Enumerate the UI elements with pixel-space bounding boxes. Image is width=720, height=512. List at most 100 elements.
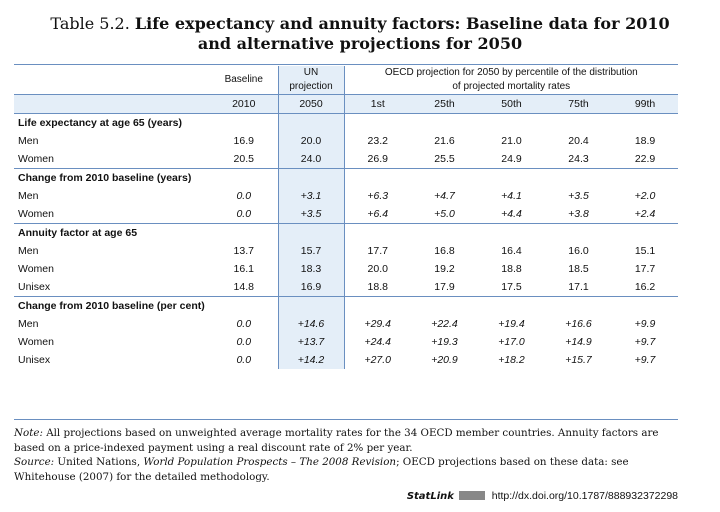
- table-cell: +19.4: [498, 318, 525, 330]
- table-cell: 20.0: [277, 132, 344, 150]
- table-cell: 0.0: [236, 208, 252, 220]
- table-cell: +3.8: [568, 208, 589, 220]
- note-text: All projections based on unweighted aver…: [14, 427, 659, 454]
- header-un-projection: UN projection: [277, 66, 344, 95]
- statlink-brand: StatLink: [406, 491, 454, 502]
- table-cell: +27.0: [343, 351, 411, 369]
- table-cell: 22.9: [634, 153, 656, 165]
- table-cell: 15.1: [634, 245, 656, 257]
- row-label: Women: [18, 208, 54, 220]
- note-label: Note:: [14, 427, 43, 439]
- table-cell: +6.3: [343, 187, 411, 205]
- table-cell: 0.0: [236, 318, 252, 330]
- header-baseline: Baseline: [224, 74, 263, 85]
- table-cell: 16.2: [634, 281, 656, 293]
- header-row-groups: Baseline UN projection OECD projection f…: [14, 66, 679, 95]
- header-year: 25th: [411, 94, 478, 114]
- table-cell: 16.8: [434, 245, 455, 257]
- table-cell: +19.3: [431, 336, 458, 348]
- table-title: Table 5.2. Life expectancy and annuity f…: [0, 14, 720, 54]
- header-oecd-line1: OECD projection for 2050 by percentile o…: [384, 67, 638, 78]
- table-row: Unisex 0.0 +14.2 +27.0 +20.9 +18.2 +15.7 +9.7: [14, 351, 678, 369]
- section-header: Change from 2010 baseline (per cent): [14, 296, 679, 315]
- table-row: Women 20.5 24.0 26.9 25.5 24.9 24.3 22.9: [14, 150, 678, 169]
- table-cell: 16.0: [568, 245, 589, 257]
- table-cell: 21.0: [501, 135, 522, 147]
- table-cell: 17.7: [343, 242, 411, 260]
- table-cell: 15.7: [277, 242, 344, 260]
- table-cell: 18.5: [568, 263, 589, 275]
- table-notes: Note: All projections based on unweighte…: [14, 426, 680, 484]
- table-title-line1: Life expectancy and annuity factors: Bas…: [134, 14, 670, 33]
- table-cell: 0.0: [236, 336, 252, 348]
- table-cell: 25.5: [434, 153, 455, 165]
- table-row: Men 16.9 20.0 23.2 21.6 21.0 20.4 18.9: [14, 132, 678, 150]
- row-label: Men: [18, 190, 39, 202]
- table-cell: 18.8: [501, 263, 522, 275]
- table-cell: 20.4: [568, 135, 589, 147]
- statlink-url[interactable]: http://dx.doi.org/10.1787/888932372298: [491, 490, 678, 502]
- table-cell: 21.6: [434, 135, 455, 147]
- table-cell: 24.9: [501, 153, 522, 165]
- row-label: Unisex: [18, 354, 51, 366]
- table-cell: +18.2: [498, 354, 525, 366]
- table-cell: 17.7: [634, 263, 656, 275]
- table-cell: +4.4: [501, 208, 522, 220]
- table-row: Men 0.0 +3.1 +6.3 +4.7 +4.1 +3.5 +2.0: [14, 187, 678, 205]
- table-cell: +4.7: [434, 190, 455, 202]
- table-cell: 16.1: [233, 263, 254, 275]
- header-year: 2050: [277, 94, 344, 114]
- table-cell: +3.5: [568, 190, 589, 202]
- row-label: Men: [18, 245, 39, 257]
- statlink: StatLink http://dx.doi.org/10.1787/88893…: [407, 490, 678, 502]
- source-title: World Population Prospects – The 2008 Re…: [143, 456, 397, 468]
- table-cell: +29.4: [343, 315, 411, 333]
- table-cell: 20.5: [233, 153, 254, 165]
- source-text-2: ; OECD projections based on these data: …: [14, 456, 629, 483]
- statlink-logo-icon: [458, 490, 485, 500]
- header-year: 99th: [612, 94, 679, 114]
- table-cell: 13.7: [233, 245, 254, 257]
- table-row: Unisex 14.8 16.9 18.8 17.9 17.5 17.1 16.2: [14, 278, 678, 297]
- table-cell: +4.1: [501, 190, 522, 202]
- header-year: 2010: [210, 94, 278, 114]
- row-label: Women: [18, 336, 54, 348]
- table-cell: 16.9: [277, 278, 344, 297]
- section-title: Change from 2010 baseline (per cent): [14, 296, 210, 315]
- section-header: Annuity factor at age 65: [14, 223, 679, 242]
- table-cell: +13.7: [277, 333, 344, 351]
- table-cell: +5.0: [434, 208, 455, 220]
- section-title: Life expectancy at age 65 (years): [14, 113, 210, 132]
- table-row: Men 0.0 +14.6 +29.4 +22.4 +19.4 +16.6 +9.9: [14, 315, 678, 333]
- table-cell: 14.8: [233, 281, 254, 293]
- table-row: Women 16.1 18.3 20.0 19.2 18.8 18.5 17.7: [14, 260, 678, 278]
- section-title: Annuity factor at age 65: [14, 223, 210, 242]
- table-number: Table 5.2.: [50, 14, 130, 33]
- table-cell: +2.4: [634, 208, 656, 220]
- table-cell: +14.2: [277, 351, 344, 369]
- table-cell: +16.6: [565, 318, 592, 330]
- row-label: Women: [18, 153, 54, 165]
- table-title-line2: and alternative projections for 2050: [197, 34, 523, 53]
- table-cell: +14.9: [565, 336, 592, 348]
- source-text-1: United Nations,: [57, 456, 141, 468]
- header-year: 75th: [545, 94, 612, 114]
- table-cell: 20.0: [343, 260, 411, 278]
- section-header: Change from 2010 baseline (years): [14, 168, 679, 187]
- table-cell: 18.8: [343, 278, 411, 297]
- row-label: Women: [18, 263, 54, 275]
- table-cell: +9.9: [634, 318, 656, 330]
- header-oecd-line2: of projected mortality rates: [452, 81, 571, 92]
- section-title: Change from 2010 baseline (years): [14, 168, 210, 187]
- table-cell: 0.0: [236, 354, 252, 366]
- table-row: Men 13.7 15.7 17.7 16.8 16.4 16.0 15.1: [14, 242, 678, 260]
- table-cell: +15.7: [565, 354, 592, 366]
- table-cell: +24.4: [343, 333, 411, 351]
- table-cell: 23.2: [343, 132, 411, 150]
- table-cell: 24.3: [568, 153, 589, 165]
- table-cell: 16.9: [233, 135, 254, 147]
- top-rule: [14, 64, 678, 65]
- row-label: Unisex: [18, 281, 51, 293]
- table-cell: +9.7: [634, 336, 656, 348]
- table-cell: +14.6: [277, 315, 344, 333]
